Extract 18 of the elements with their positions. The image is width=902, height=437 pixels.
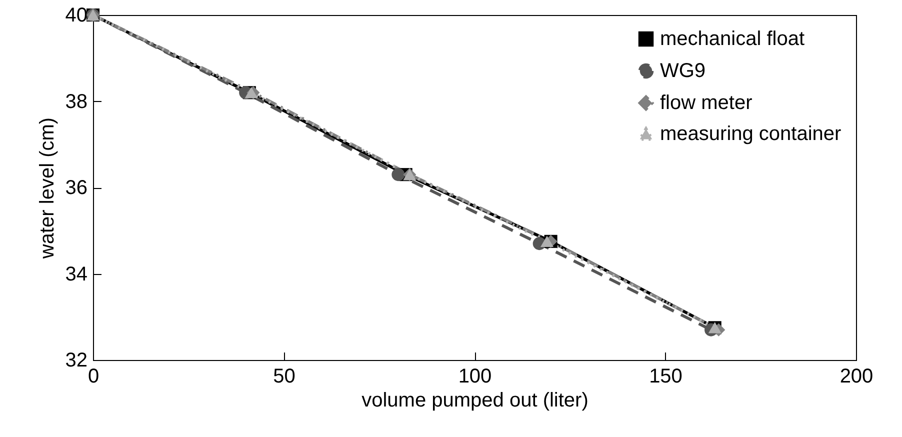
legend-label: measuring container — [660, 123, 842, 145]
legend-label: mechanical float — [660, 28, 805, 50]
point — [392, 168, 405, 182]
x-axis-title: volume pumped out (liter) — [362, 390, 588, 412]
x-tick-label: 0 — [88, 366, 100, 388]
x-tick-label: 150 — [649, 366, 682, 388]
y-tick-label: 34 — [65, 263, 88, 286]
y-axis-title: water level (cm) — [36, 117, 58, 260]
legend-label: WG9 — [660, 60, 706, 82]
y-tick-label: 38 — [65, 90, 88, 113]
x-tick-label: 200 — [840, 366, 874, 388]
y-tick-label: 40 — [65, 4, 88, 26]
y-tick-label: 32 — [65, 350, 88, 372]
point — [540, 236, 554, 248]
x-tick-label: 100 — [458, 366, 492, 388]
x-tick-label: 50 — [273, 366, 296, 388]
y-tick-label: 36 — [65, 177, 88, 199]
legend-label: flow meter — [660, 92, 753, 114]
